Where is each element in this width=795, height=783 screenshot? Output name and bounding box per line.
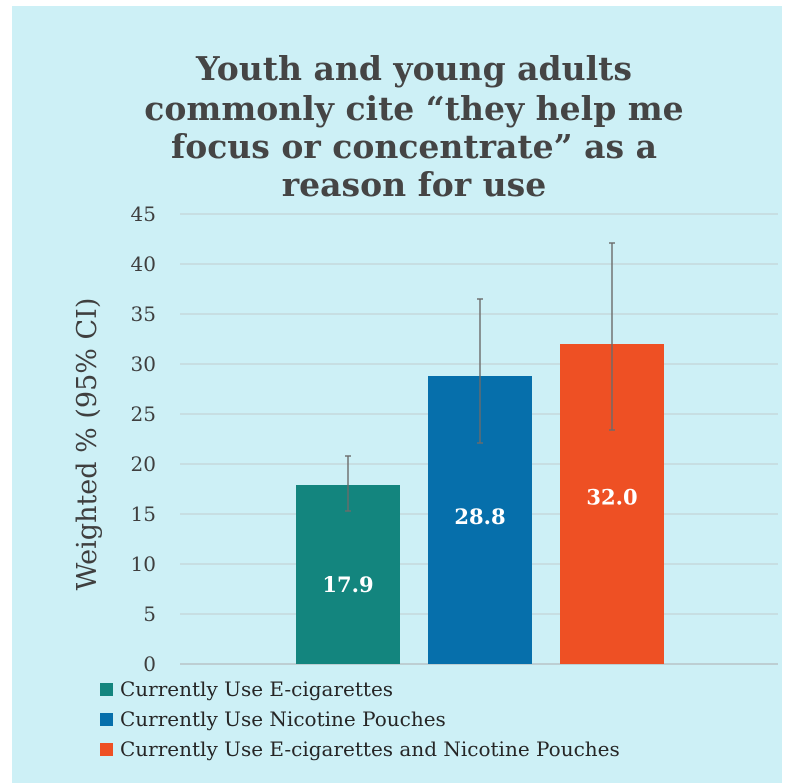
y-tick-label: 5 [143,602,156,626]
chart-panel: Youth and young adults commonly cite “th… [12,6,782,783]
legend: Currently Use E-cigarettes Currently Use … [100,677,620,761]
y-tick-label: 15 [131,502,156,526]
chart-title-line-3: focus or concentrate” as a [171,127,657,166]
data-label-3: 32.0 [586,485,637,510]
y-axis-label: Weighted % (95% CI) [72,298,103,591]
y-tick-label: 30 [131,352,156,376]
data-labels: 17.9 28.8 32.0 [322,485,637,598]
legend-swatch-1 [100,683,113,696]
chart-title-line-4: reason for use [282,165,546,204]
legend-label-2: Currently Use Nicotine Pouches [120,707,446,731]
y-tick-label: 35 [131,302,156,326]
y-tick-label: 10 [131,552,156,576]
y-axis-ticks: 0 5 10 15 20 25 30 35 40 45 [131,202,156,676]
chart-title: Youth and young adults commonly cite “th… [144,49,683,204]
bar-chart: Youth and young adults commonly cite “th… [72,49,778,761]
chart-title-line-1: Youth and young adults [195,49,632,88]
legend-swatch-2 [100,713,113,726]
y-tick-label: 20 [131,452,156,476]
y-tick-label: 40 [131,252,156,276]
y-tick-label: 25 [131,402,156,426]
chart-title-line-2: commonly cite “they help me [144,89,683,128]
legend-swatch-3 [100,743,113,756]
data-label-2: 28.8 [454,504,505,529]
bars [296,344,664,664]
y-tick-label: 45 [131,202,156,226]
bar-1 [296,485,400,664]
legend-label-3: Currently Use E-cigarettes and Nicotine … [120,737,620,761]
error-bars [345,242,615,512]
legend-label-1: Currently Use E-cigarettes [120,677,393,701]
data-label-1: 17.9 [322,572,373,597]
y-tick-label: 0 [143,652,156,676]
